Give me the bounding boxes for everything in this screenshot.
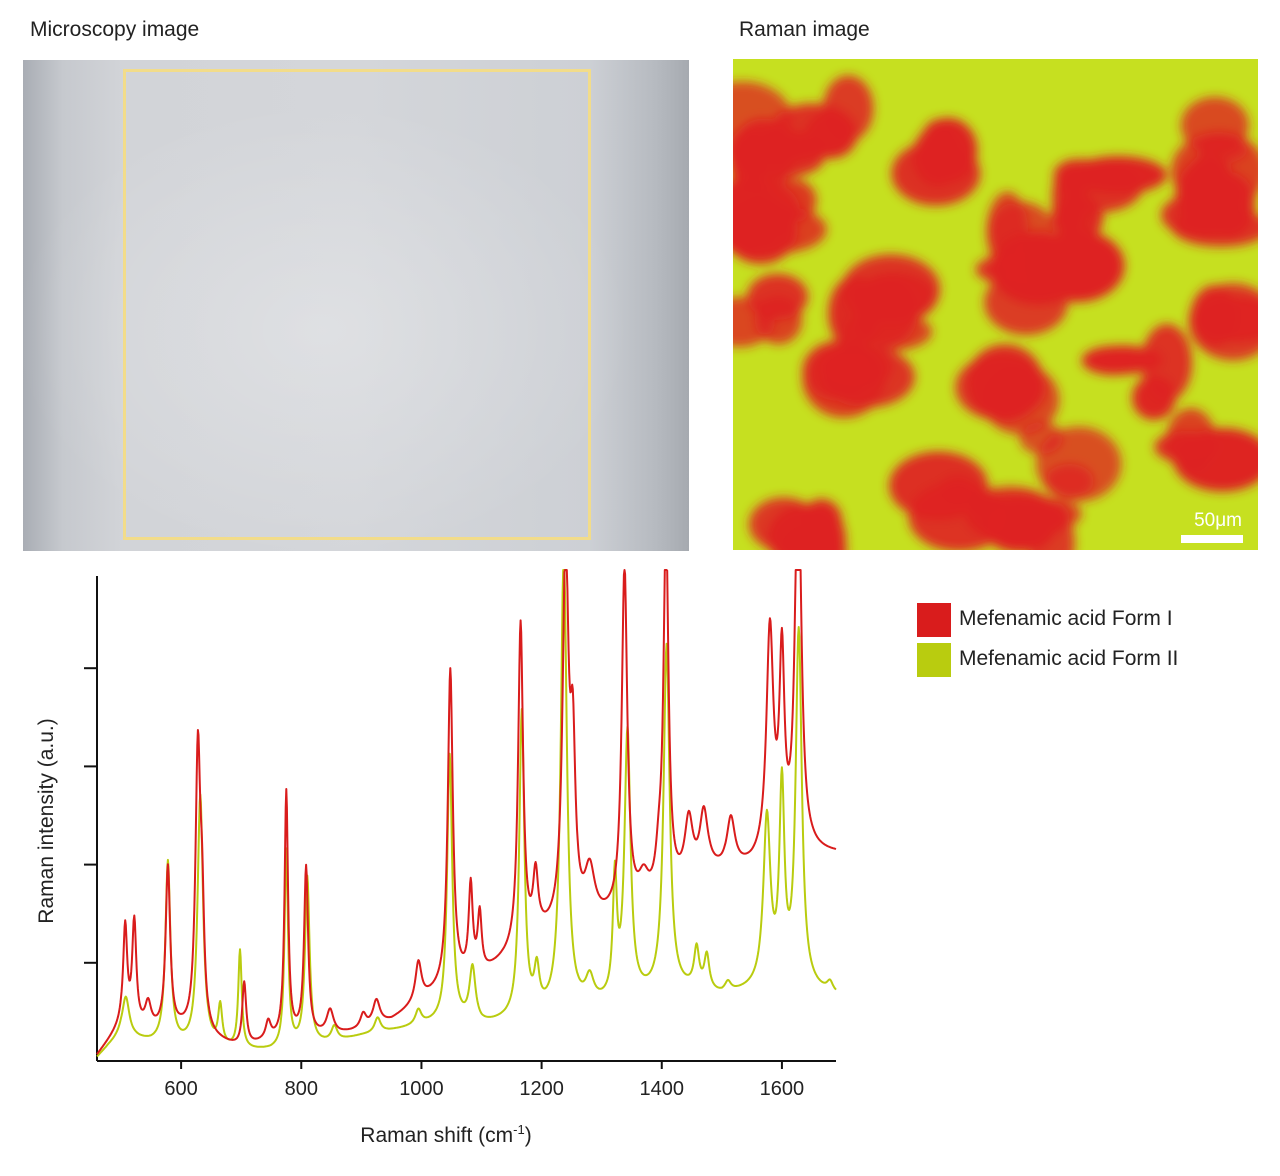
x-tick-label-800: 800 <box>285 1078 318 1100</box>
form-i-region <box>1141 324 1193 402</box>
raman-map <box>733 59 1258 550</box>
form-i-region <box>912 126 964 187</box>
form-i-region <box>1173 428 1258 492</box>
raman-title: Raman image <box>739 18 870 41</box>
form-i-region <box>1171 208 1258 247</box>
form-i-region <box>733 197 798 264</box>
region-of-interest-outline <box>123 69 591 540</box>
x-tick-label-1000: 1000 <box>399 1078 444 1100</box>
form-i-region <box>800 498 843 545</box>
legend-label-form-ii: Mefenamic acid Form II <box>959 647 1179 670</box>
microscopy-image <box>23 60 689 551</box>
microscopy-title: Microscopy image <box>30 18 200 41</box>
x-tick-label-1200: 1200 <box>519 1078 564 1100</box>
form-i-region <box>1084 345 1163 375</box>
form-i-region <box>1069 156 1167 194</box>
x-axis-title: Raman shift (cm-1) <box>360 1122 531 1147</box>
raman-spectra-chart: 600 800 1000 1200 1400 1600 Raman intensity (… <box>35 569 837 1147</box>
form-i-region <box>1196 132 1249 164</box>
form-i-region <box>754 295 803 345</box>
form-i-region <box>733 81 793 160</box>
form-i-region <box>1192 295 1258 343</box>
legend-swatch-form-ii <box>917 643 951 677</box>
series-line-form-i <box>96 569 837 1055</box>
form-i-region <box>1044 463 1094 499</box>
form-i-phase-regions <box>733 75 1258 550</box>
raman-image: 50μm <box>733 59 1258 550</box>
x-axis-title-superscript: -1 <box>513 1122 525 1137</box>
form-i-region <box>1028 229 1125 303</box>
form-i-region <box>828 276 881 351</box>
form-i-region <box>908 481 1010 550</box>
x-tick-label-600: 600 <box>164 1078 197 1100</box>
legend-label-form-i: Mefenamic acid Form I <box>959 607 1173 630</box>
x-tick-label-1400: 1400 <box>640 1078 685 1100</box>
scale-bar <box>1181 535 1243 543</box>
scale-bar-label: 50μm <box>1194 510 1242 531</box>
form-i-region <box>817 343 894 390</box>
y-axis-title: Raman intensity (a.u.) <box>35 718 58 923</box>
x-tick-label-1600: 1600 <box>760 1078 805 1100</box>
legend-swatch-form-i <box>917 603 951 637</box>
series-line-form-ii <box>96 569 837 1058</box>
form-i-region <box>982 364 1060 435</box>
